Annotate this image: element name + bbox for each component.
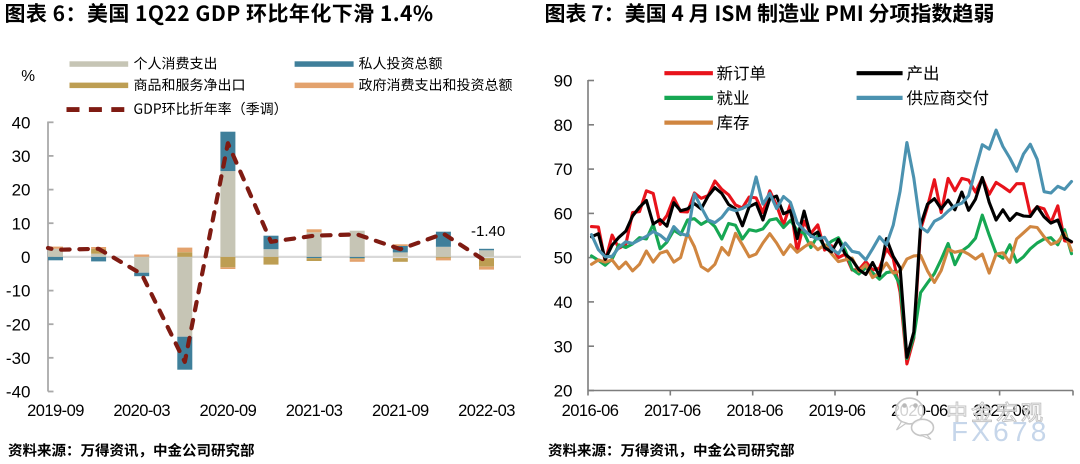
svg-text:60: 60	[554, 205, 573, 224]
svg-text:2019-09: 2019-09	[27, 402, 84, 420]
svg-text:50: 50	[554, 249, 573, 268]
svg-text:30: 30	[554, 337, 573, 356]
svg-text:2016-06: 2016-06	[562, 402, 619, 420]
svg-text:2017-06: 2017-06	[644, 402, 701, 420]
svg-text:2020-03: 2020-03	[113, 402, 170, 420]
svg-text:40: 40	[554, 293, 573, 312]
svg-text:-1.40: -1.40	[471, 223, 505, 240]
svg-text:0: 0	[21, 248, 30, 267]
svg-text:10: 10	[12, 214, 31, 233]
svg-text:2021-03: 2021-03	[286, 402, 343, 420]
svg-text:-20: -20	[6, 315, 31, 334]
svg-text:20: 20	[554, 382, 573, 401]
svg-text:%: %	[21, 68, 35, 85]
svg-text:-30: -30	[6, 349, 31, 368]
svg-text:90: 90	[554, 72, 573, 91]
svg-text:2018-06: 2018-06	[726, 402, 783, 420]
svg-text:-10: -10	[6, 282, 31, 301]
svg-text:2020-09: 2020-09	[200, 402, 257, 420]
svg-text:-40: -40	[6, 383, 31, 402]
svg-text:20: 20	[12, 181, 31, 200]
svg-text:FX678: FX678	[951, 416, 1050, 447]
svg-text:2022-03: 2022-03	[458, 402, 515, 420]
svg-text:2019-06: 2019-06	[809, 402, 866, 420]
svg-text:80: 80	[554, 116, 573, 135]
svg-text:70: 70	[554, 160, 573, 179]
svg-text:30: 30	[12, 147, 31, 166]
svg-text:2021-09: 2021-09	[372, 402, 429, 420]
svg-text:40: 40	[12, 113, 31, 132]
